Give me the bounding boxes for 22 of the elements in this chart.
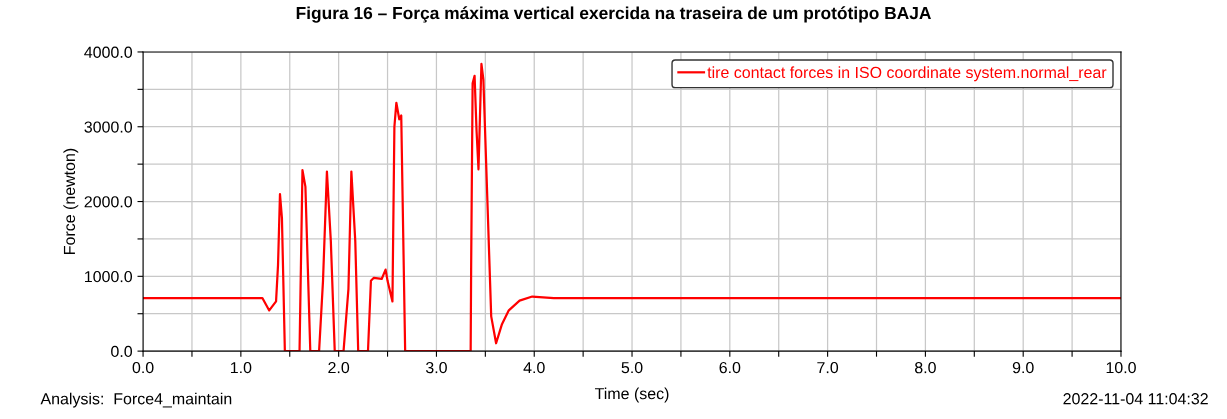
x-tick-label: 5.0: [621, 361, 643, 374]
x-tick-label: 1.0: [230, 361, 252, 374]
x-tick-label: 7.0: [817, 361, 839, 374]
y-tick-label: 0.0: [111, 345, 133, 358]
y-tick-label: 2000.0: [84, 196, 133, 208]
chart-title: Figura 16 – Força máxima vertical exercida na traseira de um protótipo BAJA: [296, 6, 931, 23]
x-tick-label: 10.0: [1106, 361, 1136, 374]
y-tick-label: 3000.0: [84, 121, 133, 133]
text: Analysis: Force4_maintain: [40, 392, 232, 408]
x-tick-label: 2.0: [328, 361, 350, 374]
legend-label: tire contact forces in ISO coordinate system.normal_rear: [707, 66, 1107, 82]
text: 2022-11-04 11:04:32: [1063, 393, 1208, 405]
x-tick-label: 8.0: [915, 361, 936, 374]
y-axis-title: Force (newton): [63, 148, 79, 254]
x-tick-label: 9.0: [1012, 361, 1034, 374]
y-tick-label: 1000.0: [85, 270, 133, 283]
x-tick-label: 6.0: [719, 361, 741, 374]
x-tick-label: 4.0: [523, 361, 545, 374]
x-tick-label: 3.0: [425, 361, 447, 374]
x-axis-title: Time (sec): [594, 387, 669, 403]
x-tick-label: 0.0: [132, 361, 154, 374]
y-tick-label: 4000.0: [84, 46, 133, 58]
